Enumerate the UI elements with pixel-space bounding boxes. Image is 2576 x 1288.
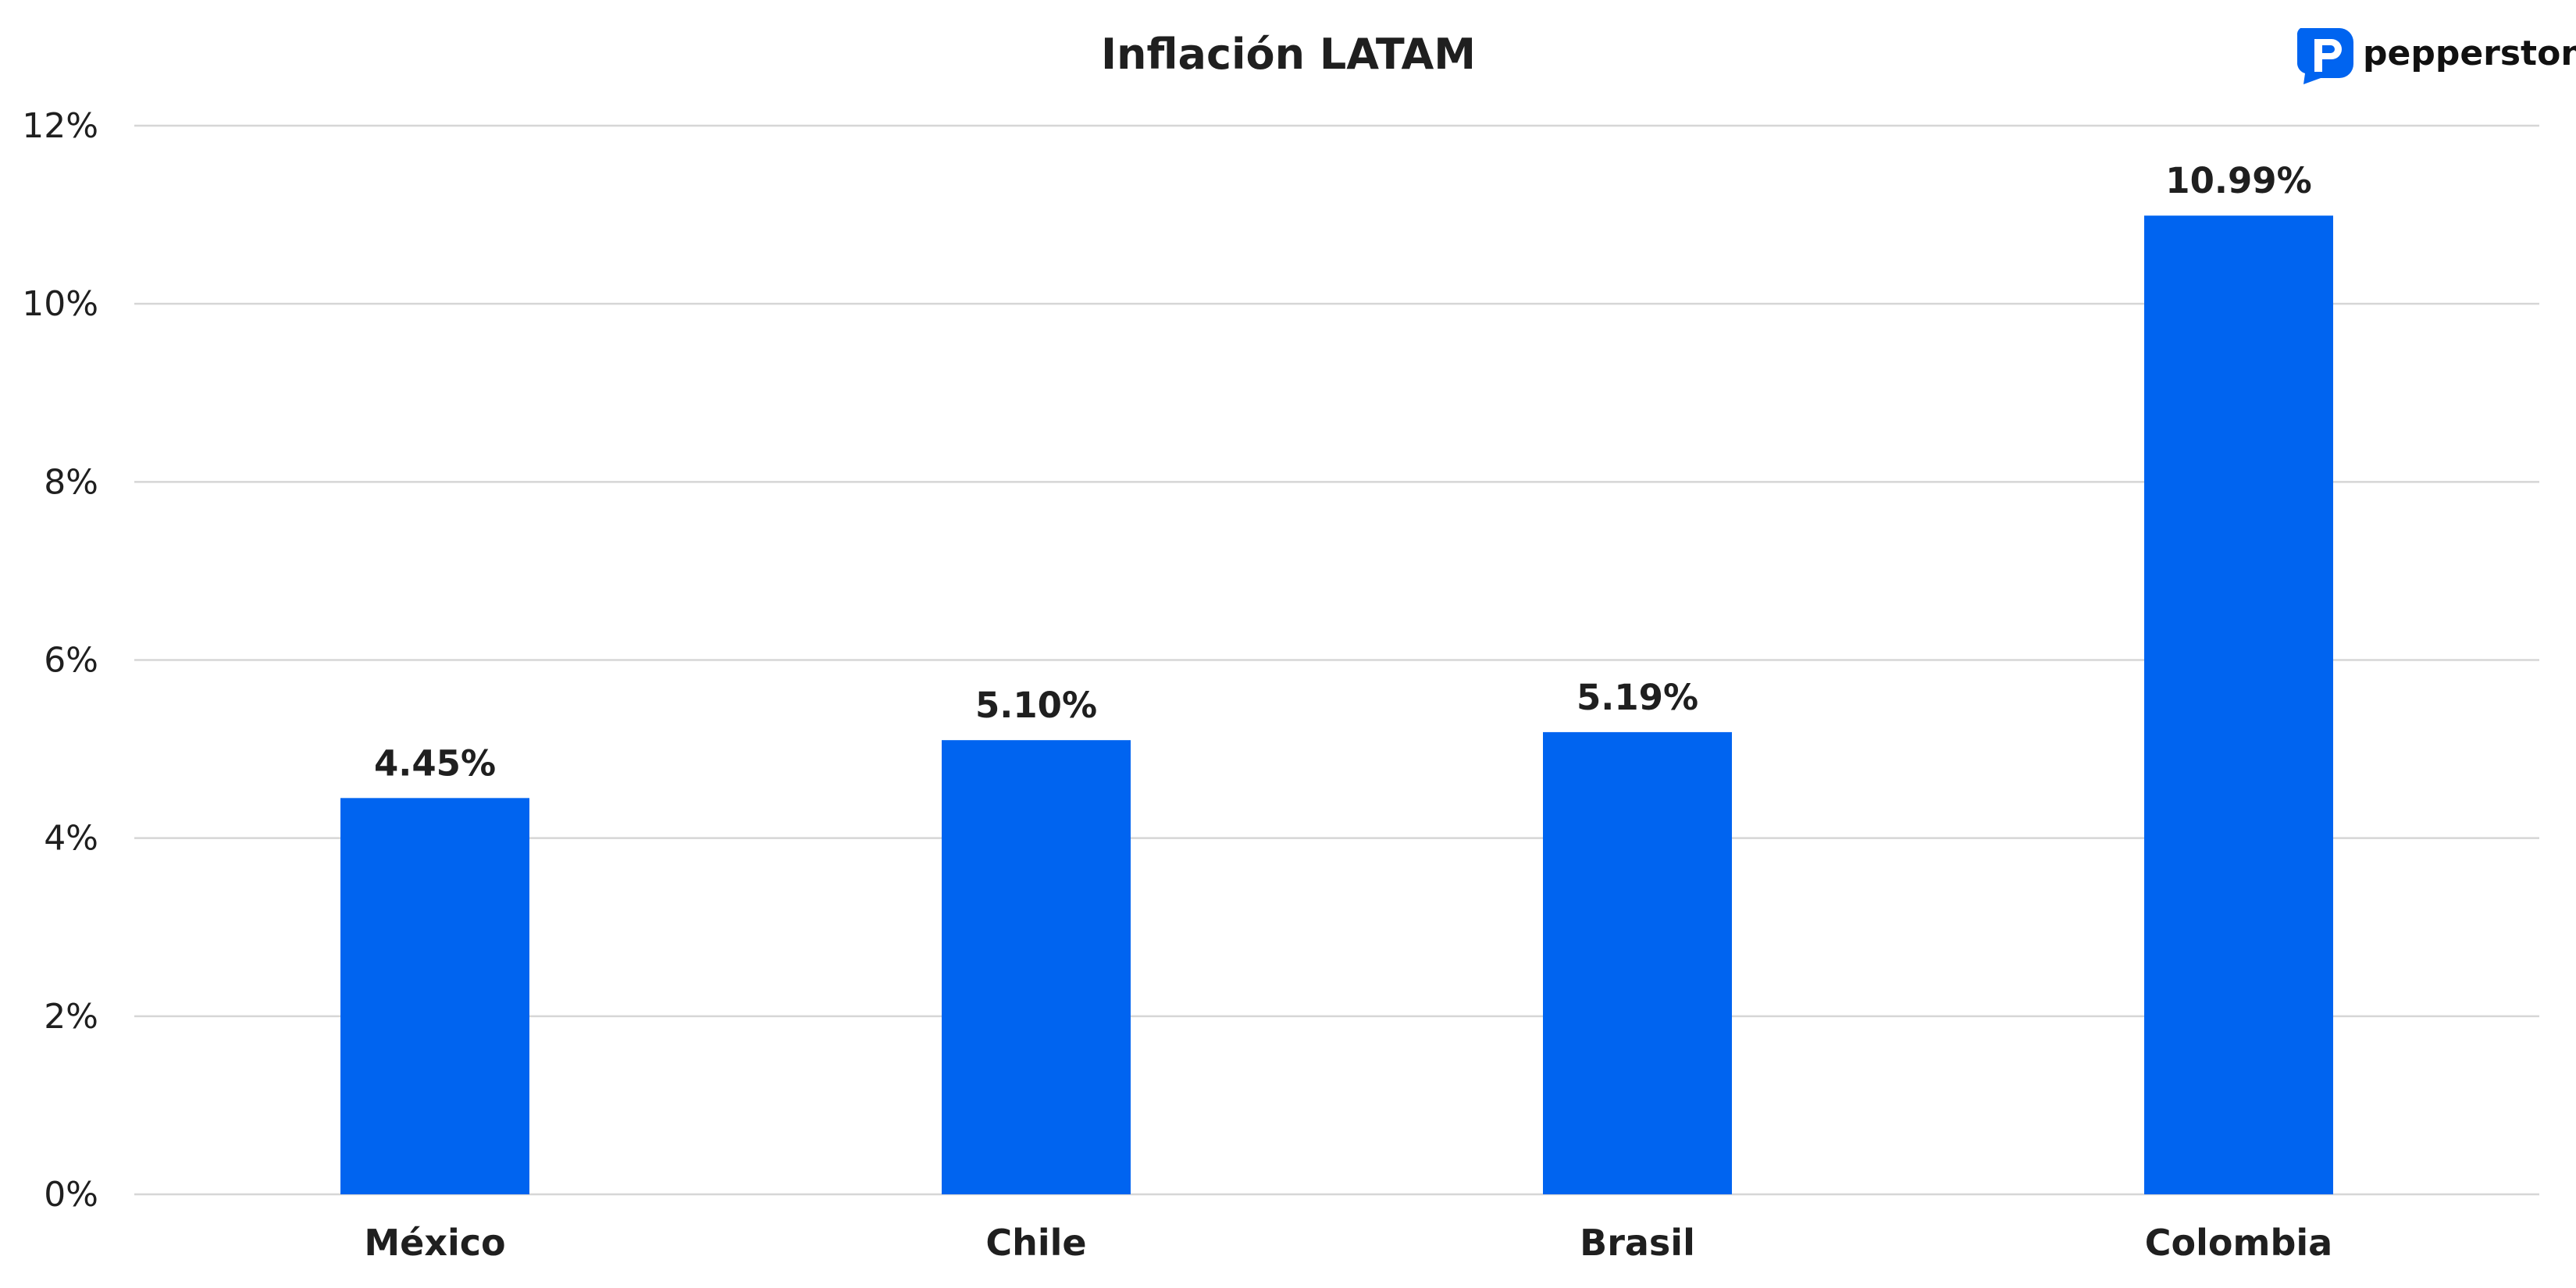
brand-logo: pepperstone (2296, 28, 2576, 84)
bar-mexico (340, 798, 529, 1194)
x-axis: México Chile Brasil Colombia (364, 1222, 2332, 1264)
y-tick-label: 8% (44, 462, 98, 502)
y-tick-label: 10% (22, 284, 98, 324)
brand-name: pepperstone (2363, 34, 2576, 73)
bar-value-label: 5.10% (975, 685, 1097, 726)
bar-colombia (2144, 215, 2333, 1195)
bar-value-label: 5.19% (1577, 677, 1698, 718)
chart-title: Inflación LATAM (1101, 30, 1476, 79)
pepperstone-logo-icon (2296, 28, 2353, 84)
y-axis: 0% 2% 4% 6% 8% 10% 12% (22, 106, 98, 1215)
grid-lines (134, 124, 2539, 1196)
x-tick-label: México (364, 1222, 505, 1264)
x-tick-label: Chile (985, 1222, 1086, 1264)
data-labels: 4.45% 5.10% 5.19% 10.99% (374, 160, 2312, 784)
y-tick-label: 4% (44, 819, 98, 859)
x-tick-label: Brasil (1580, 1222, 1695, 1264)
y-tick-label: 2% (44, 997, 98, 1037)
bar-brasil (1543, 731, 1732, 1194)
bar-value-label: 10.99% (2165, 160, 2311, 201)
bar-series (340, 215, 2333, 1195)
y-tick-label: 0% (44, 1175, 98, 1215)
bar-value-label: 4.45% (374, 742, 496, 784)
x-tick-label: Colombia (2145, 1222, 2332, 1264)
y-tick-label: 12% (22, 106, 98, 146)
bar-chile (942, 740, 1131, 1194)
y-tick-label: 6% (44, 641, 98, 681)
